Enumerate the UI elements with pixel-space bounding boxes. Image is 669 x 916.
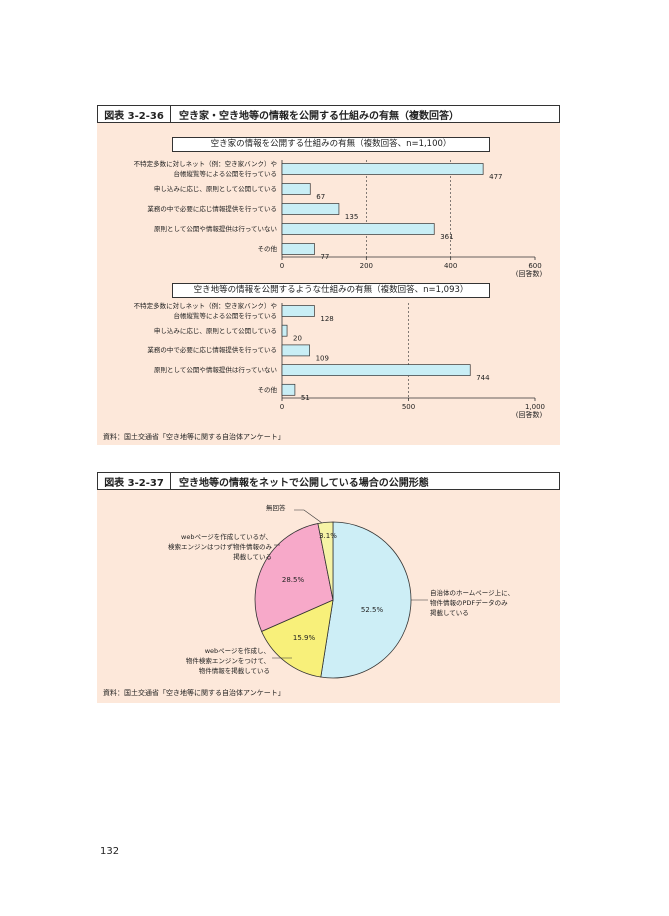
bar bbox=[281, 163, 484, 175]
bar bbox=[281, 383, 296, 396]
slice-label: webページを作成し、 物件検索エンジンをつけて、 物件情報を掲載している bbox=[185, 647, 270, 675]
figure-header: 図表 3-2-36 空き家・空き地等の情報を公開する仕組みの有無（複数回答） bbox=[97, 105, 560, 123]
figure-title: 空き地等の情報をネットで公開している場合の公開形態 bbox=[179, 477, 429, 489]
source-note: 資料：国土交通省「空き地等に関する自治体アンケート」 bbox=[103, 689, 285, 697]
category-label: その他 bbox=[257, 245, 278, 253]
category-label: 業務の中で必要に応じ情報提供を行っている bbox=[147, 346, 277, 355]
slice-label: 自治体のホームページ上に、 物件情報のPDFデータのみ 掲載している bbox=[430, 589, 514, 617]
figure-label: 図表 3-2-37 bbox=[98, 473, 171, 489]
bar bbox=[281, 223, 435, 235]
source-note: 資料：国土交通省「空き地等に関する自治体アンケート」 bbox=[103, 433, 285, 441]
value-label: 109 bbox=[316, 354, 329, 362]
value-label: 744 bbox=[476, 374, 490, 382]
slice-label: webページを作成しているが、 検索エンジンはつけず物件情報のみ 掲載している bbox=[168, 533, 272, 561]
category-label: 不特定多数に対しネット（例：空き家バンク）や 台帳縦覧等による公開を行っている bbox=[133, 302, 277, 320]
bar bbox=[281, 364, 471, 376]
value-label: 128 bbox=[320, 315, 333, 323]
value-label: 67 bbox=[316, 193, 325, 201]
category-label: 申し込みに応じ、原則として公開している bbox=[153, 185, 277, 193]
chart-subtitle: 空き地等の情報を公開するような仕組みの有無（複数回答、n=1,093） bbox=[172, 283, 490, 298]
axis-unit: (回答数) bbox=[516, 269, 543, 278]
bar bbox=[281, 324, 288, 337]
figure-header: 図表 3-2-37 空き地等の情報をネットで公開している場合の公開形態 bbox=[97, 472, 560, 490]
bar bbox=[281, 305, 315, 317]
x-tick-label: 1,000 bbox=[525, 403, 545, 411]
pie-slice bbox=[320, 521, 412, 679]
bar bbox=[281, 203, 340, 215]
pie-slice bbox=[317, 521, 334, 601]
value-label: 135 bbox=[345, 213, 358, 221]
pie-slice bbox=[254, 523, 334, 632]
value-label: 77 bbox=[320, 253, 329, 261]
category-label: 原則として公開や情報提供は行っていない bbox=[154, 225, 277, 233]
figure-label: 図表 3-2-36 bbox=[98, 106, 171, 122]
slice-label: 無回答 bbox=[266, 504, 286, 512]
category-label: その他 bbox=[257, 385, 278, 394]
pie-slice bbox=[261, 599, 334, 678]
x-tick-label: 0 bbox=[280, 403, 284, 411]
chart-subtitle: 空き家の情報を公開する仕組みの有無（複数回答、n=1,100） bbox=[172, 137, 490, 152]
slice-value-label: 15.9% bbox=[293, 634, 316, 642]
x-tick-label: 200 bbox=[360, 262, 373, 270]
x-tick-label: 400 bbox=[444, 262, 457, 270]
slice-value-label: 28.5% bbox=[282, 576, 305, 584]
value-label: 477 bbox=[489, 173, 502, 181]
x-tick-label: 500 bbox=[402, 403, 415, 411]
value-label: 20 bbox=[293, 335, 302, 343]
bar bbox=[281, 183, 311, 195]
category-label: 不特定多数に対しネット（例：空き家バンク）や 台帳縦覧等による公開を行っている bbox=[133, 160, 277, 178]
slice-value-label: 52.5% bbox=[361, 606, 384, 614]
bar bbox=[281, 243, 315, 255]
category-label: 業務の中で必要に応じ情報提供を行っている bbox=[147, 205, 277, 213]
axis-unit: (回答数) bbox=[516, 410, 543, 419]
value-label: 361 bbox=[440, 233, 453, 241]
category-label: 原則として公開や情報提供は行っていない bbox=[154, 366, 277, 375]
bar bbox=[281, 344, 310, 357]
figure-title: 空き家・空き地等の情報を公開する仕組みの有無（複数回答） bbox=[179, 110, 459, 122]
x-tick-label: 0 bbox=[280, 262, 284, 270]
leader-line bbox=[294, 509, 323, 524]
x-tick-label: 600 bbox=[528, 262, 541, 270]
slice-value-label: 3.1% bbox=[319, 532, 337, 540]
page-number: 132 bbox=[100, 846, 120, 857]
category-label: 申し込みに応じ、原則として公開している bbox=[153, 326, 277, 335]
value-label: 51 bbox=[301, 394, 310, 402]
